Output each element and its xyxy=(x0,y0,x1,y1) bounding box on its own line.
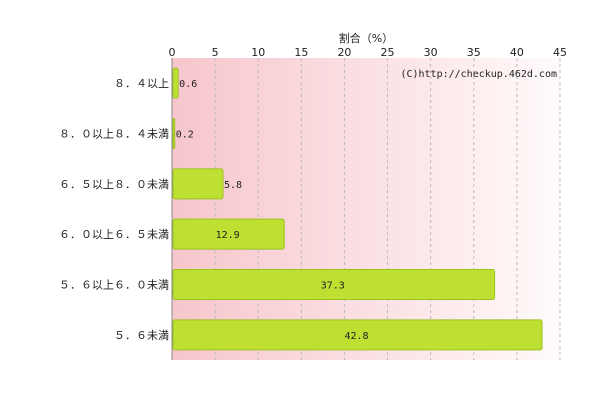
grid-lines xyxy=(214,58,561,360)
x-axis-title: 割合（%） xyxy=(339,31,393,45)
value-label: 0.6 xyxy=(179,79,197,90)
credit-text: (C)http://checkup.462d.com xyxy=(400,69,557,80)
category-label: ６．０以上６．５未満 xyxy=(59,228,169,241)
x-tick-label: 5 xyxy=(212,46,219,59)
bar xyxy=(172,319,543,351)
x-tick-label: 20 xyxy=(337,46,351,59)
x-axis-ticks: 0 5 10 15 20 25 30 35 40 45 xyxy=(169,46,568,59)
category-label: ８．４以上 xyxy=(114,77,169,90)
x-tick-label: 30 xyxy=(424,46,438,59)
plot-background xyxy=(172,58,560,360)
value-label: 5.8 xyxy=(224,180,242,191)
x-tick-label: 10 xyxy=(251,46,265,59)
x-tick-label: 35 xyxy=(467,46,481,59)
bar xyxy=(172,118,176,149)
category-label: ５．６以上６．０未満 xyxy=(59,279,169,292)
bar xyxy=(172,67,179,99)
category-label: ５．６未満 xyxy=(114,329,169,342)
category-label: ６．５以上８．０未満 xyxy=(59,178,169,191)
x-tick-label: 0 xyxy=(169,46,176,59)
value-label: 42.8 xyxy=(344,331,368,342)
bars xyxy=(172,67,543,351)
value-label: 37.3 xyxy=(321,281,345,292)
category-labels: ８．４以上 ８．０以上８．４未満 ６．５以上８．０未満 ６．０以上６．５未満 ５．６以上… xyxy=(59,77,169,342)
x-tick-label: 45 xyxy=(553,46,567,59)
x-tick-label: 40 xyxy=(510,46,524,59)
bar xyxy=(172,218,285,250)
value-label: 12.9 xyxy=(216,230,240,241)
category-label: ８．０以上８．４未満 xyxy=(59,128,169,141)
value-label: 0.2 xyxy=(176,130,194,141)
x-tick-label: 25 xyxy=(381,46,395,59)
bar xyxy=(172,269,496,300)
x-tick-label: 15 xyxy=(294,46,308,59)
bar xyxy=(172,168,224,200)
value-labels: 0.6 0.2 5.8 12.9 37.3 42.8 xyxy=(176,79,369,342)
